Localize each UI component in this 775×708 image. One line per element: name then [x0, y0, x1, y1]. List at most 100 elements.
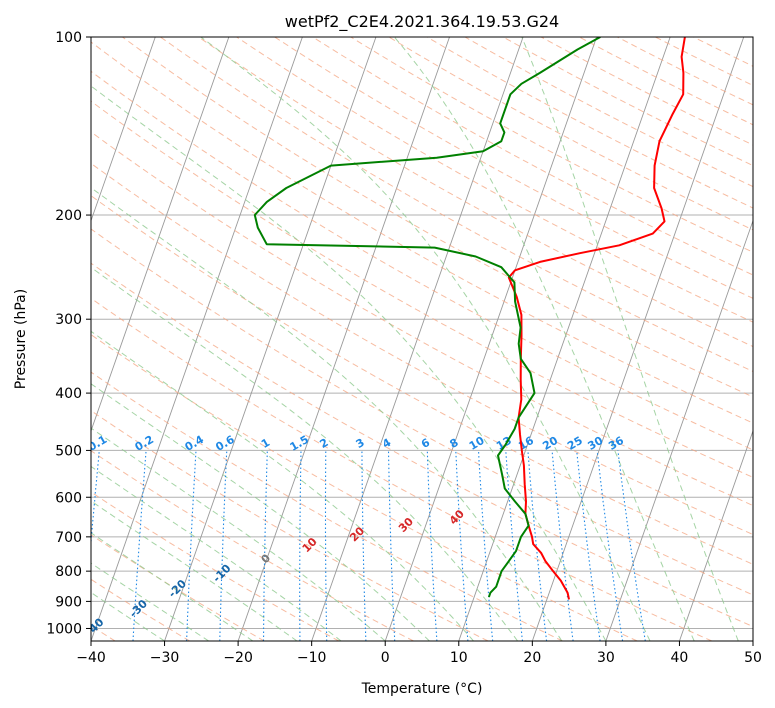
x-tick-label: −30	[150, 650, 180, 666]
dry-adiabat-label: 20	[347, 524, 367, 544]
dry-adiabat-line	[540, 37, 753, 146]
y-tick-label: 100	[55, 30, 82, 46]
isotherm-line	[752, 639, 753, 641]
mixing-ratio-line	[527, 450, 548, 641]
moist-adiabat-line	[91, 562, 209, 641]
mixing-ratio-line	[387, 450, 396, 641]
dry-adiabat-line	[388, 37, 753, 231]
chart-title: wetPf2_C2E4.2021.364.19.53.G24	[285, 12, 559, 32]
moist-adiabat-line	[91, 330, 474, 641]
dry-adiabat-line	[91, 410, 489, 641]
dry-adiabat-line	[91, 491, 340, 641]
mixing-ratio-label: 2	[317, 436, 330, 451]
dry-adiabat-line	[198, 37, 753, 348]
moist-adiabat-line	[91, 500, 298, 641]
dry-adiabat-line	[160, 37, 753, 372]
moist-adiabat-line	[394, 37, 695, 641]
dry-adiabat-label: 40	[447, 507, 467, 527]
y-tick-label: 400	[55, 386, 82, 402]
dry-adiabat-line	[312, 37, 753, 276]
moist-adiabat-line	[91, 187, 563, 641]
x-tick-label: 30	[597, 650, 615, 666]
dewpoint-profile-line	[253, 37, 601, 598]
dry-adiabat-line	[91, 450, 414, 641]
isotherm-line	[531, 37, 745, 641]
mixing-ratio-line	[576, 450, 601, 641]
y-tick-label: 800	[55, 564, 82, 580]
plot-frame	[90, 36, 754, 642]
dry-adiabat-line	[693, 37, 753, 67]
moist-adiabat-line	[91, 465, 342, 641]
x-tick-label: −40	[76, 650, 106, 666]
y-tick-label: 900	[55, 594, 82, 610]
y-tick-label: 200	[55, 208, 82, 224]
mixing-ratio-line	[361, 450, 367, 641]
moist-adiabat-line	[91, 383, 430, 641]
mixing-ratio-label: 4	[380, 436, 393, 451]
x-axis-label: Temperature (°C)	[361, 681, 483, 697]
isotherm-line	[0, 37, 8, 641]
moist-adiabats	[91, 37, 739, 641]
mixing-ratio-line	[477, 450, 494, 641]
isotherm-line	[458, 37, 671, 641]
isotherm-line	[91, 37, 156, 223]
dry-adiabat-line	[91, 534, 265, 641]
mixing-ratio-label: 1	[259, 436, 272, 451]
dry-adiabat-line	[91, 195, 753, 565]
x-tick-label: −20	[223, 650, 253, 666]
x-tick-label: 0	[381, 650, 390, 666]
isotherm-line	[679, 429, 753, 641]
moist-adiabat-line	[521, 37, 739, 641]
isotherm-line	[237, 37, 450, 641]
mixing-ratio-label: 6	[419, 436, 432, 451]
x-tick-label: 40	[671, 650, 689, 666]
background-labels: 0.1 0.2 0.4 0.6 1 1.5 2 3 4 6 8 10 13 16 20 25 30 36-40-3…	[83, 433, 626, 639]
dry-adiabat-line	[91, 262, 753, 628]
dry-adiabat-label: 0	[259, 551, 274, 566]
x-tick-label: 50	[744, 650, 762, 666]
plot-area: 0.1 0.2 0.4 0.6 1 1.5 2 3 4 6 8 10 13 16 20 25 30 36-40-3…	[0, 37, 753, 641]
y-tick-label: 700	[55, 530, 82, 546]
isotherm-line	[605, 219, 753, 641]
y-axis: 100 200 300 400 500 600 700 800 900 1000	[46, 30, 91, 637]
mixing-ratio-lines	[91, 450, 646, 641]
dry-adiabat-line	[464, 37, 753, 188]
y-axis-label: Pressure (hPa)	[13, 289, 29, 389]
dry-adiabat-line	[91, 371, 563, 641]
mixing-ratio-line	[455, 450, 469, 641]
isotherm-line	[91, 37, 230, 433]
dry-adiabat-line	[91, 228, 753, 596]
dry-adiabat-line	[91, 131, 753, 507]
y-tick-label: 600	[55, 490, 82, 506]
dry-adiabat-line	[274, 37, 753, 299]
mixing-ratio-line	[596, 450, 624, 641]
moist-adiabat-line	[91, 532, 254, 641]
moist-adiabat-line	[200, 37, 651, 641]
dry-adiabat-line	[426, 37, 753, 209]
dry-adiabat-line	[91, 162, 753, 536]
x-tick-label: 10	[450, 650, 468, 666]
x-axis: −40 −30 −20 −10 0 10 20 30 40 50	[76, 641, 762, 666]
dry-adiabat-label: 10	[300, 535, 320, 555]
isotherm-line	[91, 37, 303, 641]
dry-adiabat-line	[91, 70, 753, 451]
mixing-ratio-line	[617, 450, 646, 641]
dry-adiabat-line	[236, 37, 753, 323]
mixing-ratio-line	[551, 450, 574, 641]
y-tick-label: 500	[55, 443, 82, 459]
mixing-ratio-line	[505, 450, 524, 641]
x-tick-label: −10	[297, 650, 327, 666]
dry-adiabat-line	[502, 37, 753, 167]
dry-adiabat-line	[578, 37, 753, 126]
mixing-ratio-line	[262, 450, 268, 641]
x-tick-label: 20	[523, 650, 541, 666]
y-tick-label: 1000	[46, 621, 82, 637]
dry-adiabat-line	[617, 37, 753, 106]
dry-adiabat-label: -40	[83, 615, 106, 638]
dry-adiabat-label: -10	[210, 562, 233, 585]
dry-adiabat-line	[91, 41, 753, 424]
dry-adiabat-line	[91, 334, 638, 641]
mixing-ratio-line	[186, 450, 197, 641]
moist-adiabat-line	[91, 266, 519, 641]
isobar-grid	[91, 37, 753, 629]
